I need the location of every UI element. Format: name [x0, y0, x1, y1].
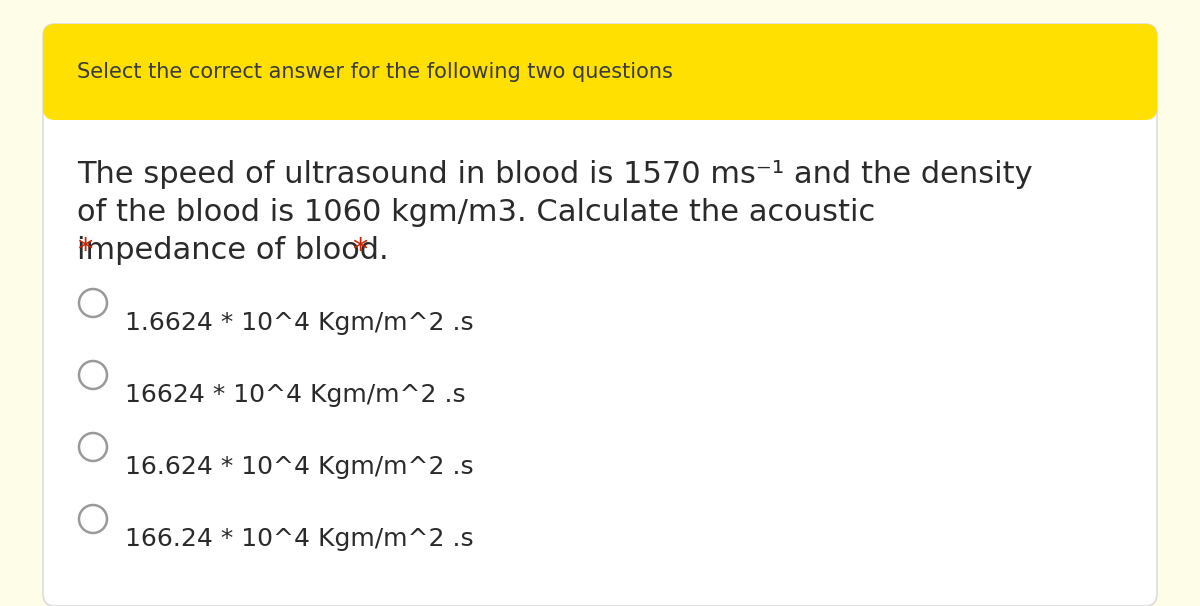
FancyBboxPatch shape — [43, 24, 1157, 120]
Circle shape — [79, 361, 107, 389]
Text: 16624 * 10^4 Kgm/m^2 .s: 16624 * 10^4 Kgm/m^2 .s — [125, 383, 466, 407]
Circle shape — [79, 433, 107, 461]
Bar — [55, 72, 1145, 108]
Text: of the blood is 1060 kgm/m3. Calculate the acoustic: of the blood is 1060 kgm/m3. Calculate t… — [77, 198, 875, 227]
Text: 166.24 * 10^4 Kgm/m^2 .s: 166.24 * 10^4 Kgm/m^2 .s — [125, 527, 474, 551]
Circle shape — [79, 505, 107, 533]
Text: Select the correct answer for the following two questions: Select the correct answer for the follow… — [77, 62, 673, 82]
Text: The speed of ultrasound in blood is 1570 ms⁻¹ and the density: The speed of ultrasound in blood is 1570… — [77, 160, 1033, 189]
Text: 1.6624 * 10^4 Kgm/m^2 .s: 1.6624 * 10^4 Kgm/m^2 .s — [125, 311, 474, 335]
Text: 16.624 * 10^4 Kgm/m^2 .s: 16.624 * 10^4 Kgm/m^2 .s — [125, 455, 474, 479]
Text: *: * — [77, 236, 92, 265]
Text: impedance of blood.: impedance of blood. — [77, 236, 398, 265]
FancyBboxPatch shape — [43, 24, 1157, 606]
Circle shape — [79, 289, 107, 317]
Text: *: * — [352, 236, 367, 265]
